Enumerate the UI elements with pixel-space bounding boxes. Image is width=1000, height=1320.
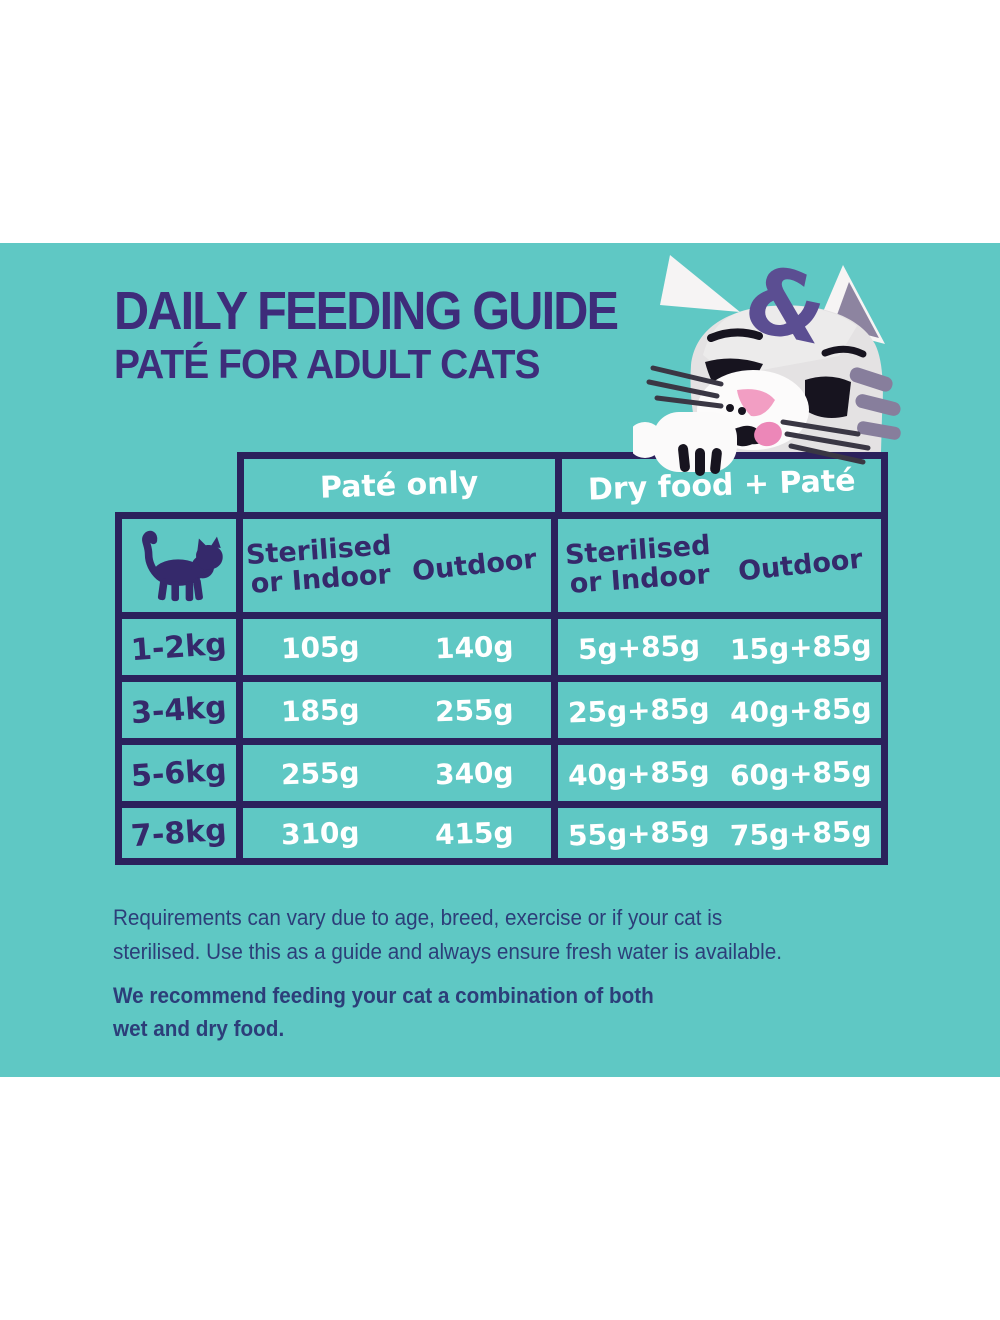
value-cell: 5g+85g — [577, 628, 701, 666]
value-cell: 40g+85g — [728, 691, 872, 729]
table-row-3-4kg: 3-4kg 185g 255g 25g+85g 40g+85g — [122, 682, 881, 745]
value-cell: 140g — [434, 629, 514, 665]
value-cell: 15g+85g — [728, 628, 872, 666]
value-cell: 25g+85g — [567, 691, 711, 729]
weight-column-header-cell — [122, 519, 243, 612]
weight-cell: 1-2kg — [122, 619, 243, 675]
table-row-5-6kg: 5-6kg 255g 340g 40g+85g 60g+85g — [122, 745, 881, 808]
value-cell: 185g — [280, 692, 360, 728]
subheader-dry-outdoor: Outdoor — [736, 543, 864, 588]
value-cell: 310g — [280, 815, 360, 851]
value-cell: 415g — [434, 815, 514, 851]
note-recommendation: We recommend feeding your cat a combinat… — [113, 983, 654, 1041]
table-subheader-row: Sterilised or Indoor Outdoor Sterilised … — [122, 519, 881, 619]
note-requirements: Requirements can vary due to age, breed,… — [113, 905, 783, 965]
weight-cell: 5-6kg — [122, 745, 243, 801]
table-row-1-2kg: 1-2kg 105g 140g 5g+85g 15g+85g — [122, 619, 881, 682]
value-cell: 55g+85g — [567, 814, 711, 852]
subheader-group-dry-food-pate: Sterilised or Indoor Outdoor — [558, 519, 881, 612]
value-cell: 255g — [280, 755, 360, 791]
group-header-pate-only-label: Paté only — [319, 465, 480, 506]
value-cell: 105g — [280, 629, 360, 665]
group-header-pate-only: Paté only — [237, 452, 555, 512]
subheader-dry-sterilised-indoor: Sterilised or Indoor — [564, 530, 712, 601]
value-cell: 75g+85g — [728, 814, 872, 852]
page-title: DAILY FEEDING GUIDE — [114, 281, 619, 341]
cat-silhouette-icon — [142, 530, 223, 601]
cat-mascot-illustration: & — [627, 244, 905, 478]
page-subtitle: PATÉ FOR ADULT CATS — [114, 341, 540, 387]
value-cell: 255g — [434, 692, 514, 728]
weight-cell: 7-8kg — [122, 808, 243, 858]
subheader-pate-outdoor: Outdoor — [410, 543, 538, 588]
weight-cell: 3-4kg — [122, 682, 243, 738]
value-cell: 60g+85g — [728, 754, 872, 792]
feeding-table: Sterilised or Indoor Outdoor Sterilised … — [115, 512, 888, 865]
table-row-7-8kg: 7-8kg 310g 415g 55g+85g 75g+85g — [122, 808, 881, 858]
value-cell: 40g+85g — [567, 754, 711, 792]
value-cell: 340g — [434, 755, 514, 791]
subheader-group-pate-only: Sterilised or Indoor Outdoor — [243, 519, 559, 612]
subheader-pate-sterilised-indoor: Sterilised or Indoor — [245, 530, 393, 601]
cat-peeking-illustration-svg: & — [627, 244, 901, 476]
